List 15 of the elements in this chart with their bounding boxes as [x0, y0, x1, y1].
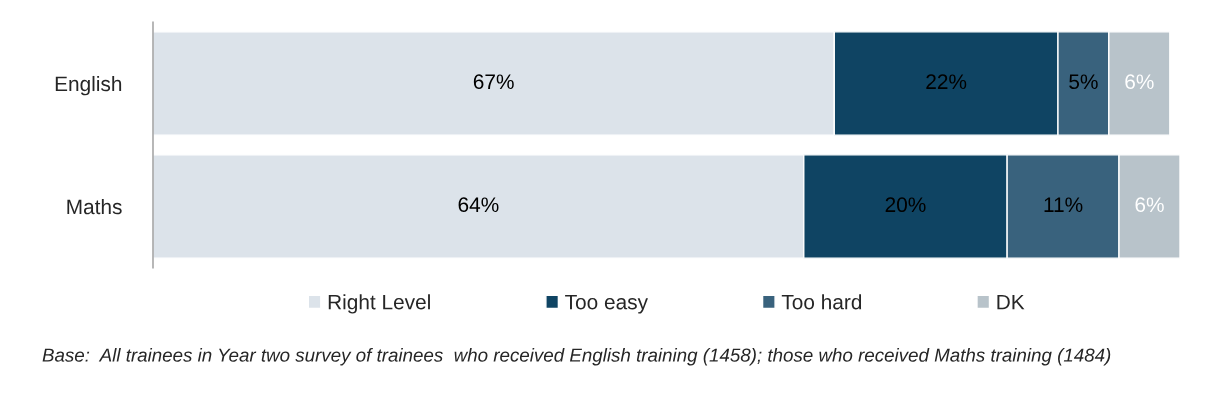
text: Base: All trainees in Year two survey of trainees who received English training (1458); those who received Maths training (1484): [42, 348, 1111, 366]
legend-label: DK: [997, 294, 1025, 310]
legend-label: Right Level: [328, 294, 430, 314]
y-tick-label: English: [55, 75, 122, 96]
data-label: 22%: [926, 74, 967, 90]
data-label: 5%: [1069, 74, 1098, 90]
data-label: 6%: [1135, 197, 1164, 213]
data-label: 67%: [473, 74, 514, 90]
data-label: 64%: [458, 197, 499, 213]
data-label: 11%: [1044, 197, 1083, 213]
y-tick-label: Maths: [67, 198, 122, 215]
data-label: 20%: [885, 197, 926, 213]
legend-label: Too hard: [781, 294, 862, 310]
legend-label: Too easy: [565, 294, 648, 314]
data-label: 6%: [1125, 74, 1154, 90]
